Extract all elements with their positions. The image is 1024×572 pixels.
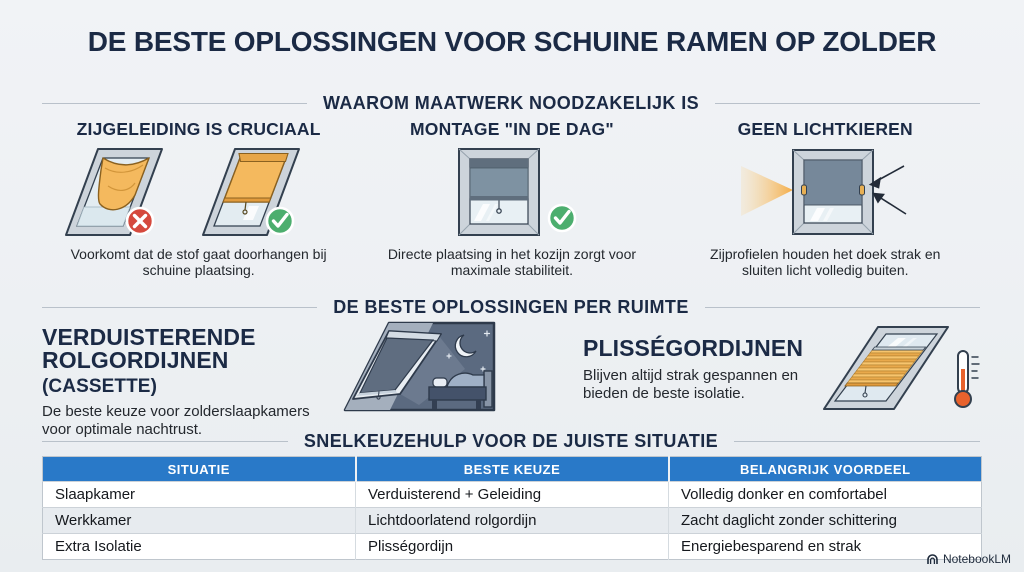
- divider-line: [42, 307, 318, 308]
- table-cell: Verduisterend + Geleiding: [355, 481, 669, 508]
- watermark: NotebookLM: [926, 552, 1011, 566]
- watermark-label: NotebookLM: [942, 552, 1011, 566]
- table-header-beste-keuze: BESTE KEUZE: [354, 456, 669, 482]
- table-cell: Energiebesparend en strak: [668, 533, 982, 560]
- error-x-icon: [125, 206, 154, 236]
- check-icon: [547, 203, 577, 233]
- straight-window-icon: [457, 148, 540, 236]
- room-item-title: VERDUISTERENDE ROLGORDIJNEN (CASSETTE): [42, 324, 256, 397]
- notebooklm-logo-icon: [927, 554, 938, 564]
- why-column-montage: MONTAGE "IN DE DAG": [355, 119, 668, 278]
- why-column-zijgeleiding: ZIJGELEIDING IS CRUCIAAL: [42, 119, 355, 278]
- sagging-vs-guided-blind-illustration: [64, 148, 300, 236]
- no-light-gaps-window-illustration: [741, 149, 907, 235]
- roof-window-dark-blind-icon: [352, 330, 442, 400]
- section-heading-why-label: WAAROM MAATWERK NOODZAKELIJK IS: [322, 93, 700, 113]
- why-column-caption: Voorkomt dat de stof gaat doorhangen bij…: [70, 246, 327, 279]
- pleated-blind-icon: [846, 349, 924, 384]
- light-beam-icon: [741, 166, 794, 216]
- table-row: Slaapkamer Verduisterend + Geleiding Vol…: [42, 481, 982, 508]
- divider-line: [704, 307, 981, 308]
- room-item-caption: Blijven altijd strak gespannen en bieden…: [583, 367, 799, 403]
- thermometer-icon: [954, 350, 980, 408]
- divider-line: [734, 441, 980, 442]
- skewed-window-pleated-icon: [823, 326, 949, 410]
- divider-line: [42, 441, 288, 442]
- table-row: Werkkamer Lichtdoorlatend rolgordijn Zac…: [42, 507, 982, 534]
- table-cell: Zacht daglicht zonder schittering: [668, 507, 982, 534]
- bed-icon: [428, 370, 493, 409]
- window-glow: [395, 336, 465, 405]
- why-columns: ZIJGELEIDING IS CRUCIAAL: [42, 119, 982, 278]
- room-item-caption: De beste keuze voor zolderslaapkamers vo…: [42, 403, 310, 439]
- table-cell: Volledig donker en comfortabel: [668, 481, 982, 508]
- recessed-mounting-window-illustration: [457, 148, 577, 236]
- room-item-title: PLISSÉGORDIJNEN: [583, 335, 804, 361]
- section-heading-why: WAAROM MAATWERK NOODZAKELIJK IS: [42, 93, 980, 114]
- table-cell: Werkkamer: [42, 507, 356, 534]
- why-column-title: MONTAGE "IN DE DAG": [410, 119, 614, 139]
- table-cell: Slaapkamer: [42, 481, 356, 508]
- why-column-caption: Directe plaatsing in het kozijn zorgt vo…: [387, 246, 637, 279]
- pressure-arrows-icon: [868, 165, 907, 215]
- why-column-caption: Zijprofielen houden het doek strak en sl…: [710, 246, 941, 279]
- section-heading-quickhelp: SNELKEUZEHULP VOOR DE JUISTE SITUATIE: [42, 431, 980, 452]
- why-column-title: ZIJGELEIDING IS CRUCIAAL: [76, 119, 321, 139]
- table-cell: Plisségordijn: [355, 533, 669, 560]
- table-cell: Lichtdoorlatend rolgordijn: [355, 507, 669, 534]
- table-cell: Extra Isolatie: [42, 533, 356, 560]
- check-icon: [265, 206, 294, 236]
- quick-choice-table: SITUATIE BESTE KEUZE BELANGRIJK VOORDEEL…: [42, 456, 982, 560]
- why-column-lichtkieren: GEEN LICHTKIEREN: [669, 119, 982, 278]
- straight-window-side-profiles-icon: [792, 149, 875, 235]
- pleated-blind-window-illustration: [823, 326, 980, 410]
- moon-icon: [454, 334, 477, 358]
- section-heading-rooms: DE BESTE OPLOSSINGEN PER RUIMTE: [42, 297, 981, 318]
- room-item-plisse: PLISSÉGORDIJNEN Blijven altijd strak ges…: [583, 335, 838, 403]
- divider-line: [715, 103, 980, 104]
- room-item-verduisterend: VERDUISTERENDE ROLGORDIJNEN (CASSETTE) D…: [42, 324, 342, 439]
- table-header-row: SITUATIE BESTE KEUZE BELANGRIJK VOORDEEL: [42, 456, 982, 482]
- section-heading-quickhelp-label: SNELKEUZEHULP VOOR DE JUISTE SITUATIE: [303, 431, 719, 451]
- table-row: Extra Isolatie Plisségordijn Energiebesp…: [42, 533, 982, 560]
- stars-icon: [446, 330, 491, 372]
- section-heading-rooms-label: DE BESTE OPLOSSINGEN PER RUIMTE: [333, 297, 689, 317]
- page-title: DE BESTE OPLOSSINGEN VOOR SCHUINE RAMEN …: [87, 26, 937, 57]
- table-header-situatie: SITUATIE: [42, 456, 356, 482]
- attic-bedroom-night-illustration: [343, 321, 496, 412]
- why-column-title: GEEN LICHTKIEREN: [737, 119, 913, 139]
- table-header-voordeel: BELANGRIJK VOORDEEL: [667, 456, 982, 482]
- divider-line: [42, 103, 307, 104]
- skewed-window-sagging-icon: [64, 148, 163, 236]
